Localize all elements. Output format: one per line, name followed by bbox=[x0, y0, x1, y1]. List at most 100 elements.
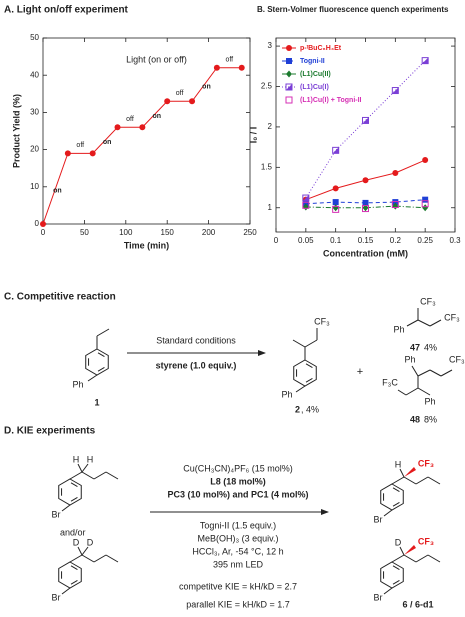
x-axis-label: Time (min) bbox=[124, 240, 169, 250]
bond bbox=[61, 504, 71, 512]
marker-half bbox=[392, 87, 399, 94]
label: CF₃ bbox=[418, 458, 434, 468]
legend-marker bbox=[285, 96, 293, 104]
bond bbox=[383, 509, 393, 517]
marker bbox=[189, 98, 196, 105]
bond bbox=[292, 339, 306, 348]
label: HCCl₃, Ar, -54 °C, 12 h bbox=[192, 546, 283, 556]
label: 8% bbox=[424, 414, 437, 424]
ring bbox=[85, 348, 109, 376]
bond bbox=[77, 546, 83, 556]
marker bbox=[40, 221, 46, 227]
annotation: off bbox=[76, 142, 84, 149]
y-tick-label: 40 bbox=[30, 70, 39, 79]
marker bbox=[362, 177, 369, 184]
annotation: off bbox=[225, 57, 233, 64]
label: Ph bbox=[281, 389, 292, 399]
label: Br bbox=[374, 592, 383, 602]
legend-label: Togni-II bbox=[300, 58, 325, 65]
bond bbox=[391, 554, 405, 563]
label: Ph bbox=[424, 396, 435, 406]
bond bbox=[399, 468, 405, 478]
marker-half bbox=[422, 57, 429, 64]
bond bbox=[392, 502, 400, 507]
label: H bbox=[73, 454, 80, 464]
label: D bbox=[87, 537, 94, 547]
x-tick-label: 0.3 bbox=[449, 236, 461, 245]
label: CF₃ bbox=[418, 536, 434, 546]
y-tick-label: 1 bbox=[268, 203, 273, 212]
marker bbox=[422, 157, 429, 164]
label: styrene (1.0 equiv.) bbox=[156, 360, 237, 370]
series-line bbox=[42, 67, 242, 225]
marker bbox=[422, 204, 429, 212]
label: Br bbox=[374, 514, 383, 524]
marker bbox=[332, 204, 339, 212]
x-tick-label: 0.2 bbox=[390, 236, 402, 245]
marker bbox=[362, 199, 369, 206]
label: Ph bbox=[72, 379, 83, 389]
legend-marker bbox=[286, 58, 292, 64]
bond bbox=[383, 587, 393, 595]
label: 4% bbox=[424, 342, 437, 352]
y-tick-label: 2 bbox=[268, 122, 273, 131]
bond bbox=[406, 319, 419, 327]
label: Togni-II (1.5 equiv.) bbox=[200, 520, 276, 530]
label: competitve KIE = kH/kD = 2.7 bbox=[179, 581, 297, 591]
bond bbox=[61, 587, 71, 595]
x-tick-label: 0.15 bbox=[358, 236, 374, 245]
marker-half bbox=[362, 117, 369, 124]
x-tick-label: 0 bbox=[41, 228, 46, 237]
marker bbox=[362, 205, 369, 213]
bond bbox=[105, 554, 119, 563]
label: Ph bbox=[393, 324, 404, 334]
label: 47 bbox=[410, 342, 420, 352]
y-tick-label: 20 bbox=[30, 145, 39, 154]
label: 2 bbox=[295, 404, 300, 414]
marker bbox=[332, 199, 339, 206]
bond bbox=[415, 476, 429, 485]
annotation: Light (on or off) bbox=[126, 54, 187, 64]
annotation: on bbox=[53, 188, 62, 195]
y-tick-label: 1.5 bbox=[261, 162, 273, 171]
label: parallel KIE = kH/kD = 1.7 bbox=[186, 599, 290, 609]
marker bbox=[391, 87, 399, 95]
y-tick-label: 10 bbox=[30, 182, 39, 191]
wedge bbox=[404, 545, 416, 555]
x-tick-label: 150 bbox=[161, 228, 175, 237]
marker bbox=[164, 98, 171, 105]
label: CF₃ bbox=[420, 296, 436, 306]
x-tick-label: 0.05 bbox=[298, 236, 314, 245]
bond bbox=[403, 476, 417, 485]
label: CF₃ bbox=[444, 312, 460, 322]
x-axis-label: Concentration (mM) bbox=[323, 248, 408, 258]
bond bbox=[305, 378, 313, 383]
bond bbox=[93, 554, 107, 563]
marker bbox=[362, 116, 369, 124]
bond bbox=[440, 369, 453, 377]
bond bbox=[69, 554, 83, 563]
bond bbox=[96, 328, 110, 337]
panel-title: D. KIE experiments bbox=[4, 426, 96, 437]
marker bbox=[332, 146, 340, 154]
x-tick-label: 100 bbox=[119, 228, 133, 237]
bond bbox=[429, 319, 442, 327]
bond bbox=[81, 554, 95, 563]
y-tick-label: 30 bbox=[30, 108, 39, 117]
legend-label: (L1)Cu(I) + Togni-II bbox=[300, 97, 362, 104]
label: Br bbox=[52, 592, 61, 602]
label: CF₃ bbox=[314, 316, 330, 326]
ring bbox=[380, 483, 404, 511]
label: D bbox=[395, 537, 402, 547]
bond bbox=[429, 369, 442, 377]
bond bbox=[392, 580, 400, 585]
wedge bbox=[404, 467, 416, 477]
marker bbox=[114, 124, 121, 131]
bond bbox=[391, 476, 405, 485]
y-axis-label: I₀ / I bbox=[248, 127, 258, 144]
bond bbox=[427, 476, 441, 485]
plot-frame bbox=[42, 37, 251, 225]
annotation: off bbox=[126, 116, 134, 123]
label: and/or bbox=[60, 527, 86, 537]
bond bbox=[305, 363, 313, 368]
